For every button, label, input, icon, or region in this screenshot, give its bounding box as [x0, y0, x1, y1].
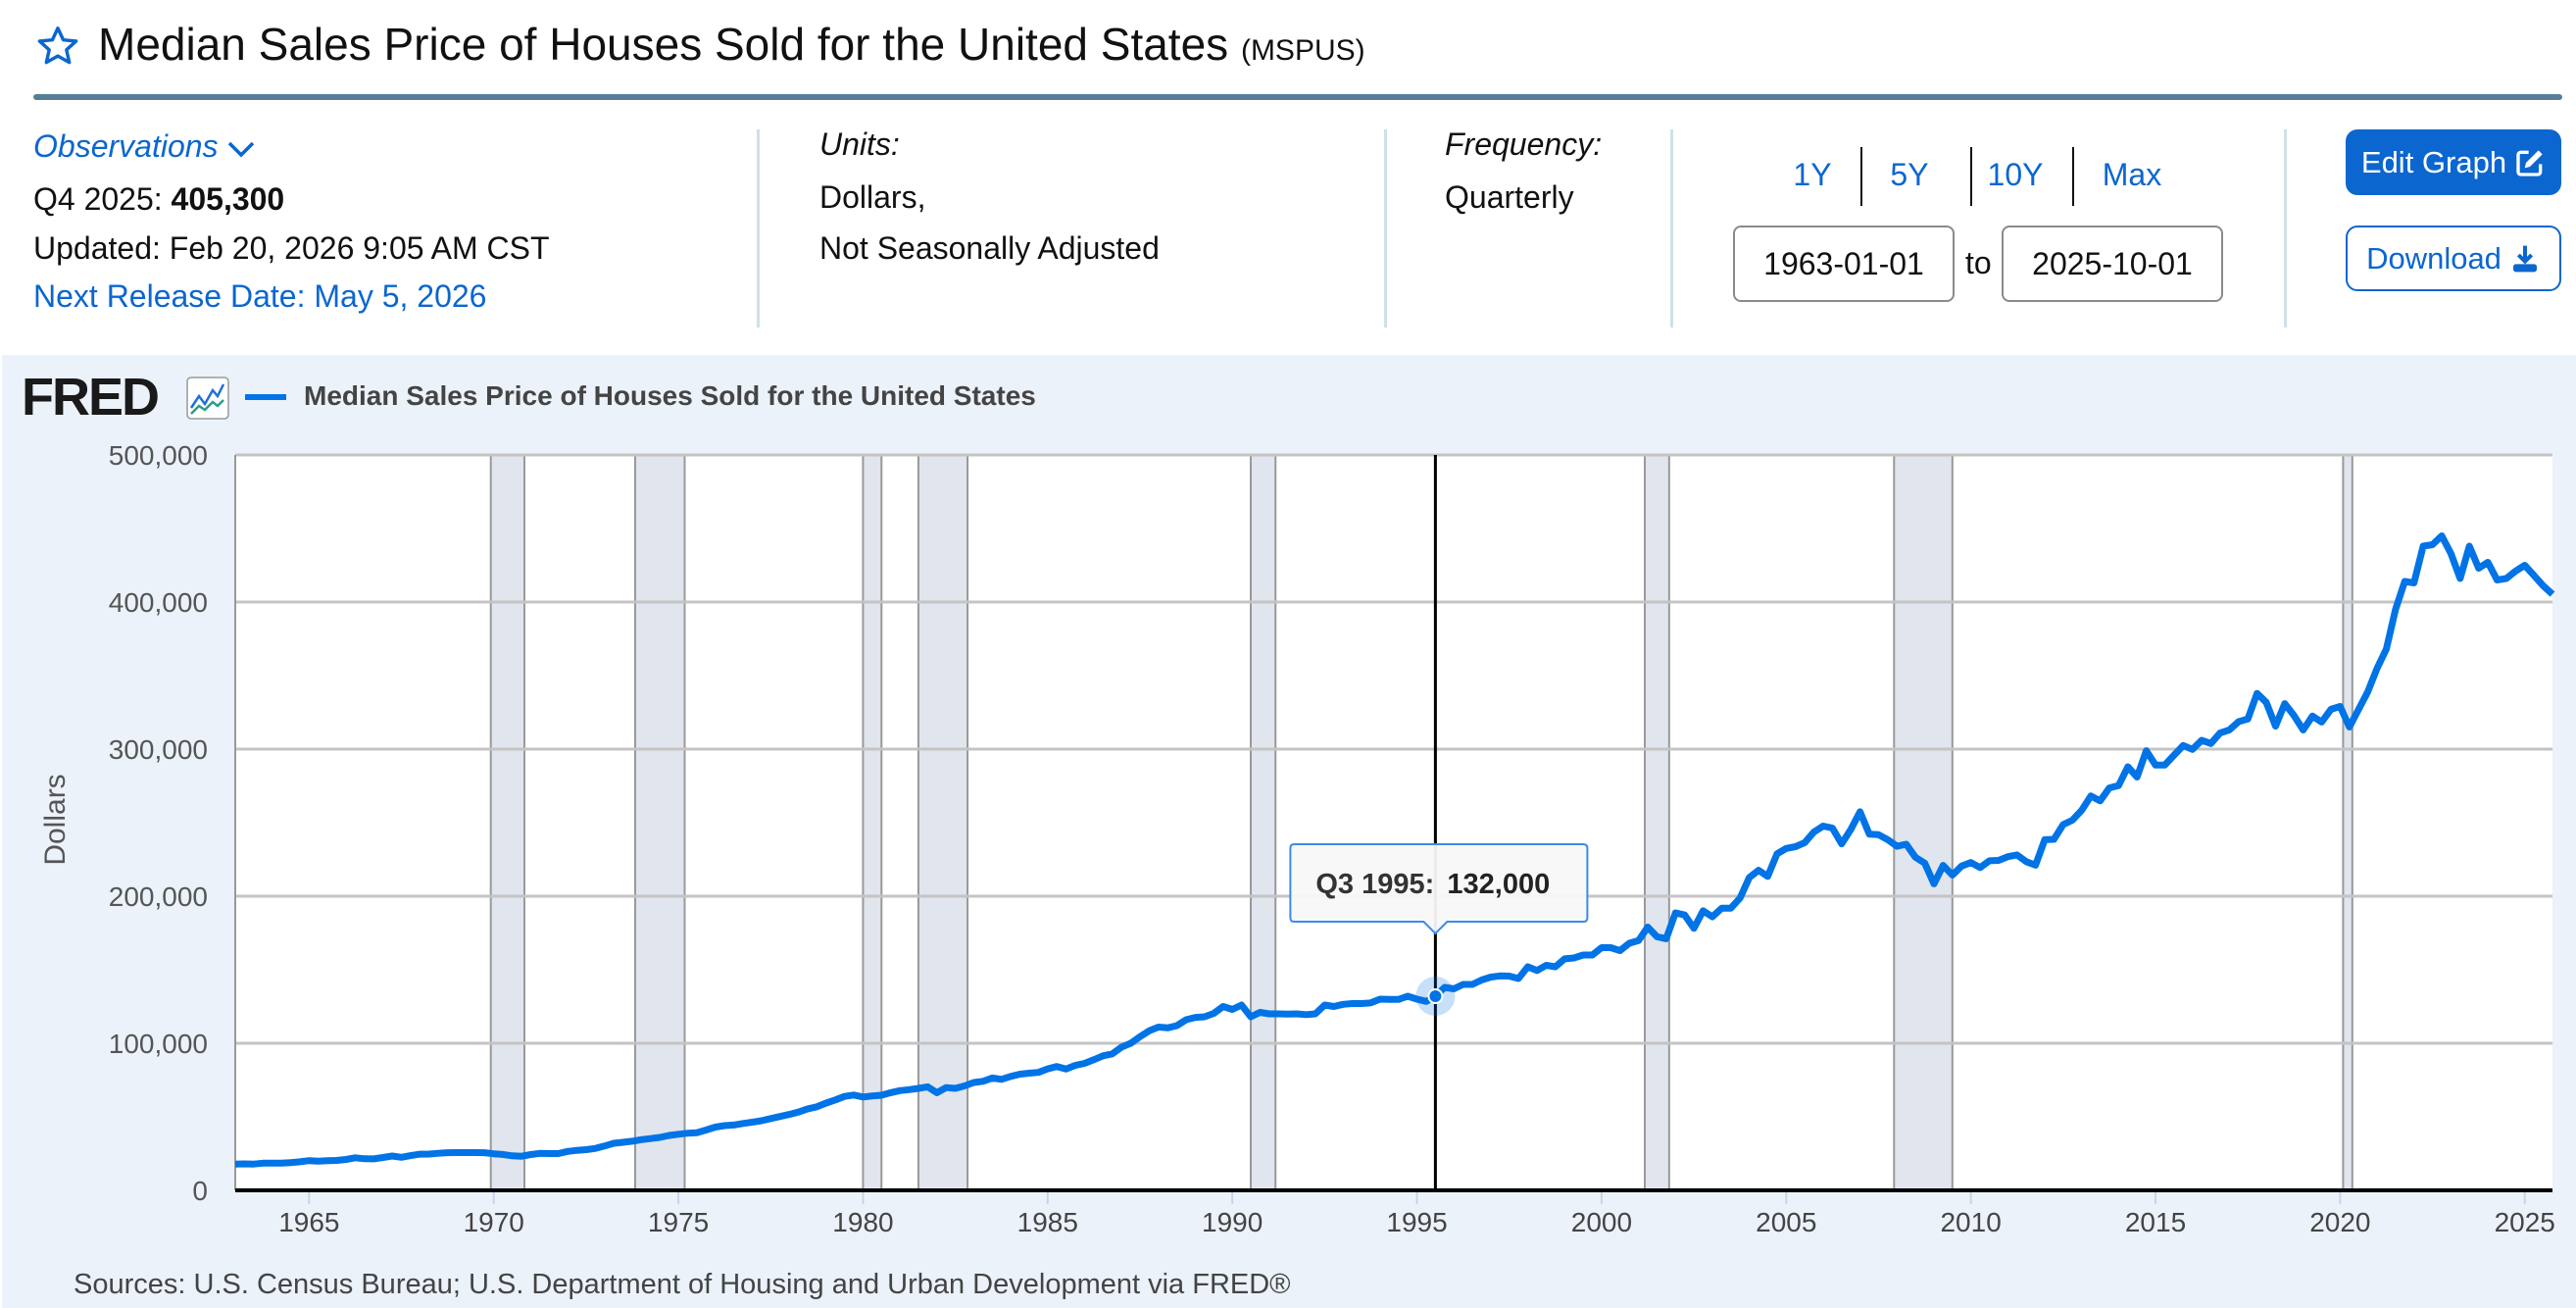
recession-band: [1644, 455, 1669, 1190]
page-title: Median Sales Price of Houses Sold for th…: [98, 18, 1365, 71]
x-tick-label: 1975: [648, 1207, 709, 1237]
x-tick-label: 2015: [2125, 1207, 2186, 1237]
x-tick-label: 2025: [2495, 1207, 2555, 1237]
download-icon: [2512, 245, 2537, 272]
end-date-input[interactable]: 2025-10-01: [2002, 226, 2223, 302]
recession-band: [863, 455, 882, 1190]
download-label: Download: [2366, 240, 2502, 276]
column-divider: [1670, 129, 1673, 327]
x-tick-label: 2000: [1571, 1207, 1632, 1237]
column-divider: [2284, 129, 2287, 327]
recession-band: [2343, 455, 2353, 1190]
source-note: Sources: U.S. Census Bureau; U.S. Depart…: [74, 1269, 1291, 1300]
x-tick-label: 2005: [1756, 1207, 1816, 1237]
y-axis-label: Dollars: [39, 774, 72, 865]
y-tick-label: 400,000: [109, 587, 208, 618]
recession-band: [1251, 455, 1276, 1190]
range-10y-button[interactable]: 10Y: [1987, 157, 2044, 192]
hover-point[interactable]: [1427, 988, 1444, 1004]
recession-band: [635, 455, 685, 1190]
latest-observation: Q4 2025: 405,300: [33, 181, 284, 218]
range-max-button[interactable]: Max: [2102, 157, 2162, 192]
edit-graph-button[interactable]: Edit Graph: [2346, 129, 2561, 195]
x-tick-label: 1970: [464, 1207, 524, 1237]
frequency-value: Quarterly: [1445, 179, 1574, 215]
y-tick-label: 0: [192, 1176, 208, 1206]
edit-icon: [2516, 149, 2543, 176]
recession-band: [490, 455, 524, 1190]
range-5y-button[interactable]: 5Y: [1890, 157, 1929, 192]
y-tick-label: 200,000: [109, 881, 208, 912]
range-separator: [1860, 147, 1862, 206]
units-value-line1: Dollars,: [819, 179, 926, 215]
y-tick-label: 500,000: [109, 440, 208, 471]
y-tick-label: 300,000: [109, 734, 208, 765]
recession-band: [1894, 455, 1953, 1190]
x-tick-label: 1990: [1202, 1207, 1263, 1237]
latest-value: 405,300: [171, 181, 285, 217]
download-button[interactable]: Download: [2346, 226, 2561, 291]
series-id: (MSPUS): [1240, 34, 1365, 67]
y-tick-label: 100,000: [109, 1029, 208, 1059]
latest-period: Q4 2025:: [33, 181, 163, 217]
fred-logo: FRED: [22, 368, 160, 427]
range-1y-button[interactable]: 1Y: [1793, 157, 1832, 192]
star-icon[interactable]: [35, 24, 80, 69]
chevron-down-icon: [228, 141, 255, 158]
series-line: [234, 532, 2555, 1168]
observations-dropdown[interactable]: Observations: [33, 128, 256, 165]
chart-trend-icon: [186, 377, 229, 420]
next-release-link[interactable]: Next Release Date: May 5, 2026: [33, 278, 487, 314]
x-tick-label: 2010: [1940, 1207, 2001, 1237]
column-divider: [1384, 129, 1387, 327]
units-value-line2: Not Seasonally Adjusted: [819, 230, 1160, 266]
header-divider: [33, 94, 2562, 100]
x-tick-label: 1965: [278, 1207, 339, 1237]
series-title: Median Sales Price of Houses Sold for th…: [98, 19, 1229, 70]
plot-area: [235, 455, 2552, 1190]
x-tick-label: 1980: [832, 1207, 893, 1237]
start-date-input[interactable]: 1963-01-01: [1733, 226, 1955, 302]
tooltip-value: 132,000: [1447, 869, 1550, 900]
range-separator: [1970, 147, 1972, 206]
legend-swatch: [245, 394, 286, 400]
tooltip-box: [1289, 843, 1589, 935]
frequency-label: Frequency:: [1445, 126, 1603, 162]
units-label: Units:: [819, 126, 900, 162]
legend-label: Median Sales Price of Houses Sold for th…: [304, 380, 1036, 411]
column-divider: [757, 129, 760, 327]
x-tick-label: 2020: [2309, 1207, 2370, 1237]
updated-date: Updated: Feb 20, 2026 9:05 AM CST: [33, 230, 550, 266]
x-tick-label: 1985: [1017, 1207, 1078, 1237]
x-tick-label: 1995: [1386, 1207, 1447, 1237]
observations-label: Observations: [33, 128, 219, 164]
tooltip-period: Q3 1995:: [1315, 869, 1434, 900]
date-range-to-label: to: [1965, 245, 1992, 280]
range-separator: [2072, 147, 2074, 206]
edit-graph-label: Edit Graph: [2360, 144, 2507, 179]
recession-band: [917, 455, 968, 1190]
